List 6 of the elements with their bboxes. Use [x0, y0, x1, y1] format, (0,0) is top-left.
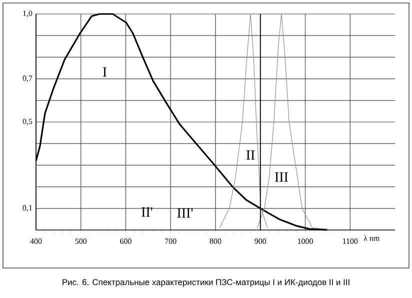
- series-label: III: [275, 172, 288, 182]
- text: I: [102, 67, 107, 77]
- series-label: II: [246, 150, 255, 160]
- text: Рис. 6. Спектральные характеристики ПЗС-матрицы I и ИК-диодов II и III: [62, 279, 350, 287]
- annotation: II': [142, 207, 152, 217]
- annotation: III': [177, 208, 193, 218]
